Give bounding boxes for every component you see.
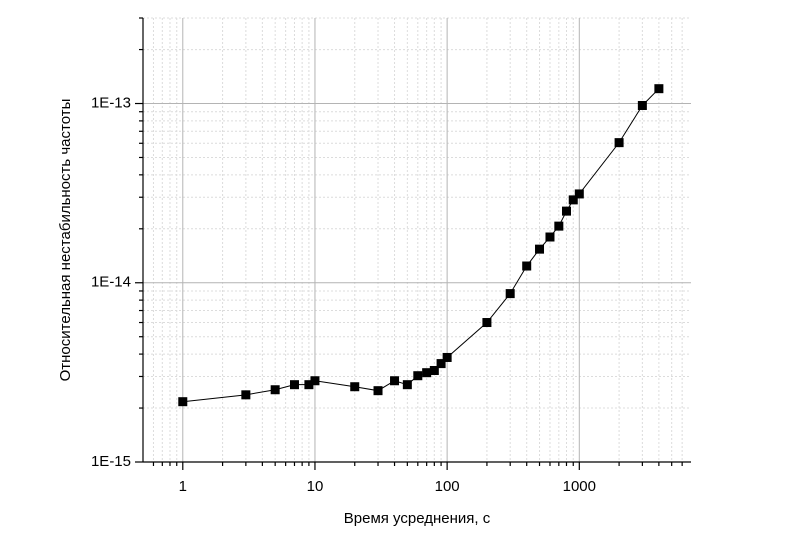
data-point (422, 368, 432, 378)
data-point (535, 244, 545, 254)
data-point (654, 84, 664, 94)
x-tick-label: 10 (307, 478, 324, 495)
data-point (350, 382, 360, 392)
data-point (561, 206, 571, 216)
x-tick-label: 100 (435, 478, 460, 495)
x-axis-label: Время усреднения, с (344, 510, 491, 527)
data-point (402, 380, 412, 390)
data-point (545, 232, 555, 242)
y-tick-label: 1E-14 (91, 274, 131, 291)
data-point (436, 359, 446, 369)
data-point (554, 221, 564, 231)
data-point (522, 261, 532, 271)
data-point (178, 397, 188, 407)
data-point (568, 195, 578, 205)
y-tick-label: 1E-13 (91, 94, 131, 111)
data-point (637, 100, 647, 110)
data-point (310, 376, 320, 386)
data-point (390, 376, 400, 386)
data-point (482, 318, 492, 328)
x-tick-label: 1 (179, 478, 187, 495)
data-point (614, 138, 624, 148)
data-point (241, 390, 251, 400)
data-point (304, 380, 314, 390)
data-point (442, 352, 452, 362)
data-point (505, 289, 515, 299)
data-point (574, 189, 584, 199)
series-line (182, 88, 660, 403)
data-point (289, 380, 299, 390)
x-tick-label: 1000 (563, 478, 596, 495)
y-tick-label: 1E-15 (91, 453, 131, 470)
y-axis-label: Относительная нестабильность частоты (57, 99, 74, 382)
data-point (373, 386, 383, 396)
data-point (413, 371, 423, 381)
data-point (270, 385, 280, 395)
data-point (429, 365, 439, 375)
